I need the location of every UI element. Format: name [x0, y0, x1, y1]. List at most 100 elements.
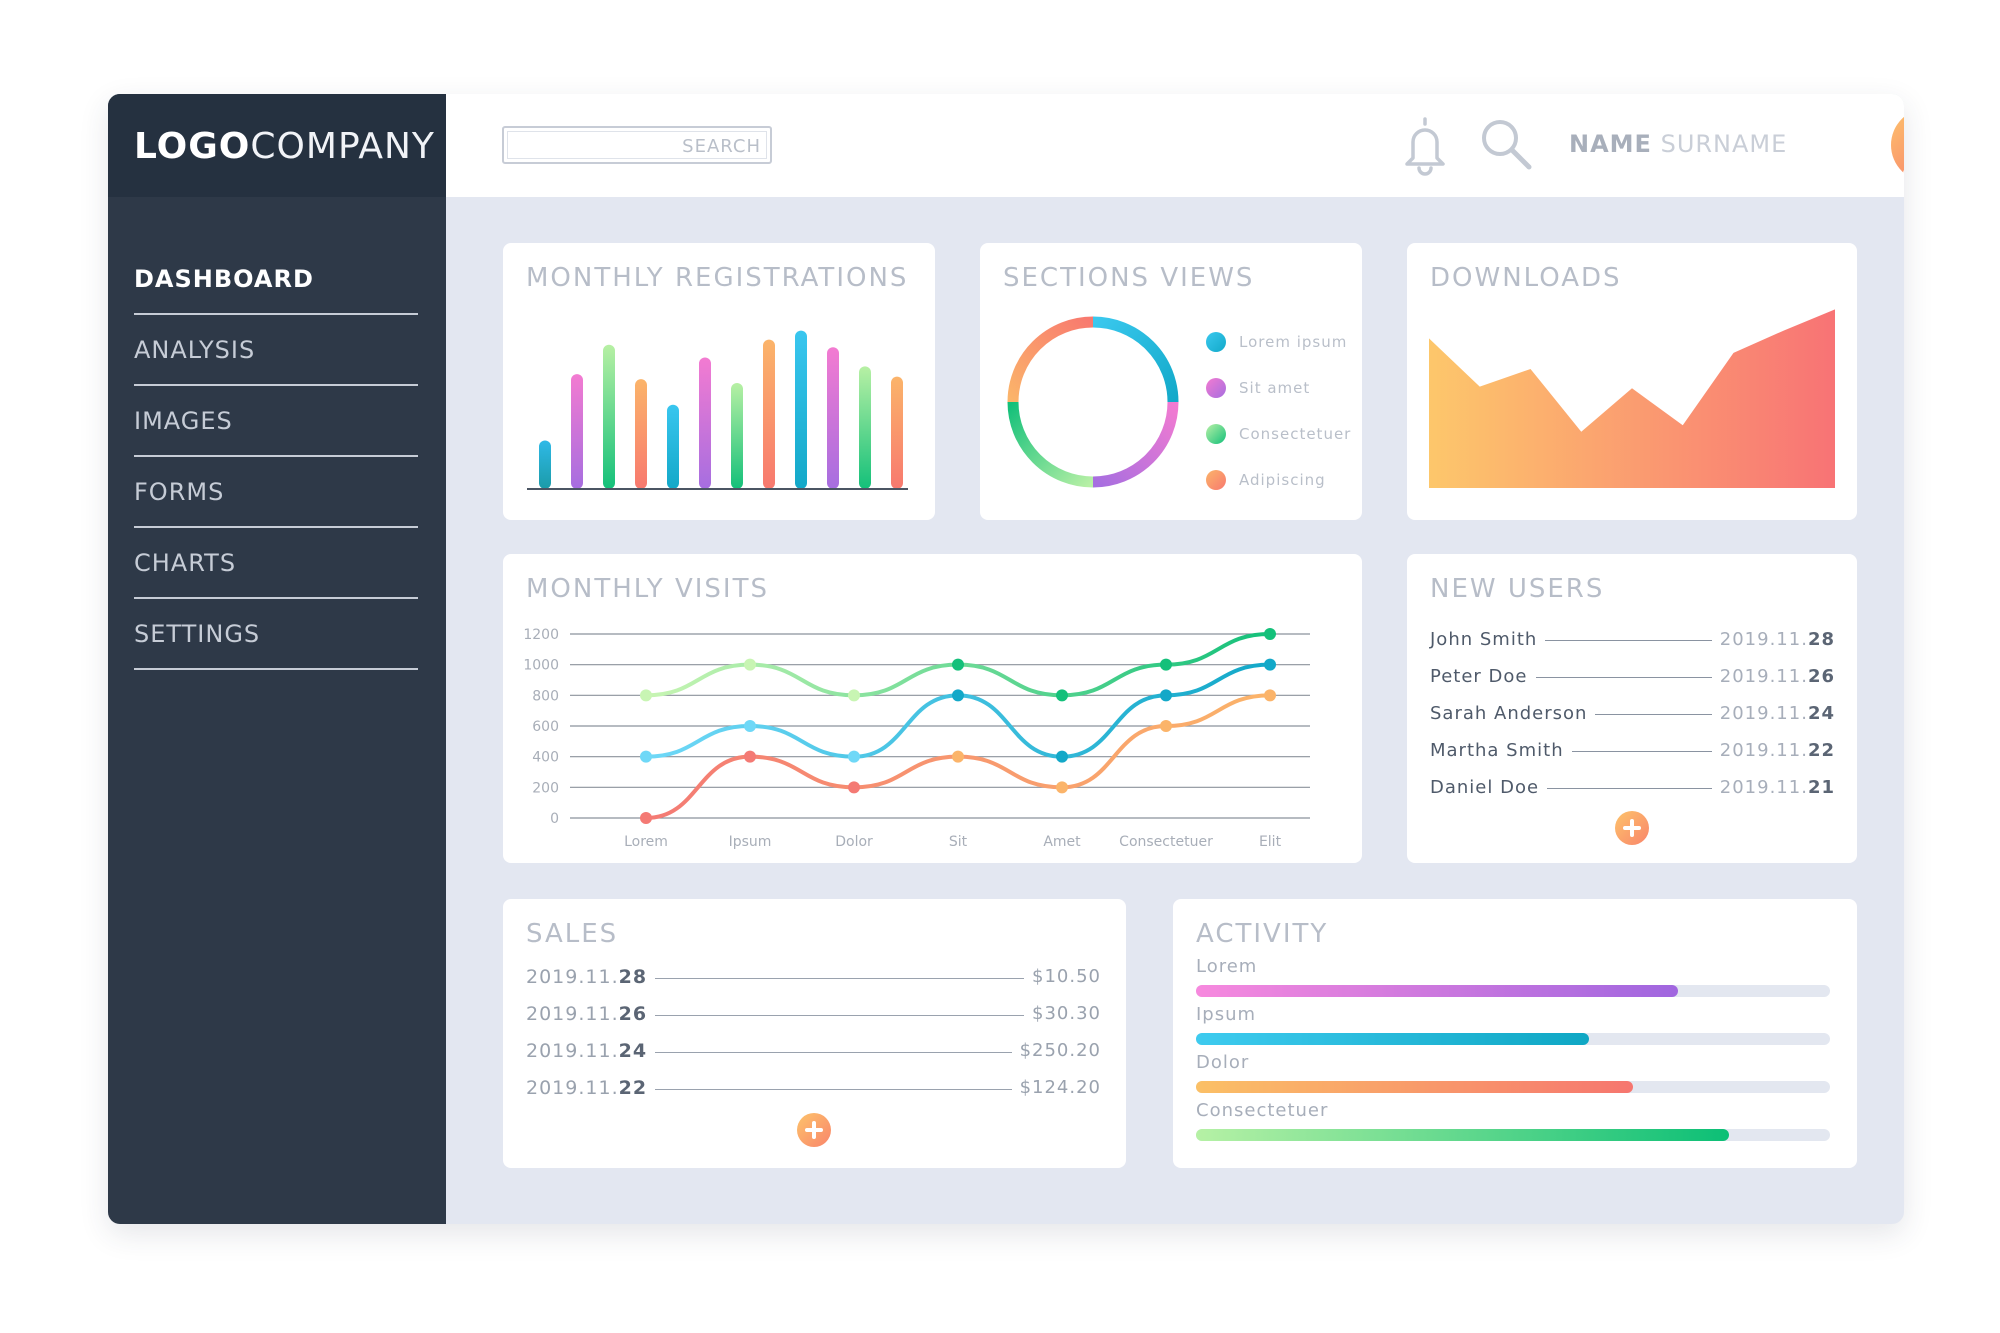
user-name[interactable]: NAME SURNAME: [1569, 130, 1787, 158]
registrations-bar-chart: [527, 330, 908, 490]
date-day: 28: [1807, 629, 1835, 650]
date-prefix: 2019.11.: [526, 1003, 619, 1025]
sidebar-item-dashboard[interactable]: DASHBOARD: [134, 244, 418, 315]
sales-row[interactable]: 2019.11.28 $10.50: [526, 966, 1101, 996]
visits-data-point[interactable]: [1264, 628, 1276, 640]
sales-row[interactable]: 2019.11.24 $250.20: [526, 1040, 1101, 1070]
donut-segment[interactable]: [1007, 316, 1094, 403]
visits-data-point[interactable]: [640, 689, 652, 702]
activity-track: [1196, 1033, 1830, 1045]
sales-row[interactable]: 2019.11.26 $30.30: [526, 1003, 1101, 1033]
registration-bar[interactable]: [699, 357, 711, 489]
registration-bar[interactable]: [827, 347, 839, 489]
legend-item[interactable]: Sit amet: [1206, 365, 1351, 411]
sidebar-item-analysis[interactable]: ANALYSIS: [134, 315, 418, 386]
legend-item[interactable]: Lorem ipsum: [1206, 319, 1351, 365]
row-divider: [1430, 714, 1835, 715]
legend-item[interactable]: Adipiscing: [1206, 457, 1351, 503]
donut-segment[interactable]: [1092, 401, 1179, 488]
y-tick-label: 0: [550, 811, 559, 827]
y-tick-label: 200: [532, 780, 559, 796]
date-prefix: 2019.11.: [1719, 740, 1808, 761]
sidebar-item-settings[interactable]: SETTINGS: [134, 599, 418, 670]
registration-bar[interactable]: [859, 366, 871, 489]
user-row[interactable]: Peter Doe 2019.11.26: [1430, 666, 1835, 696]
card-downloads: DOWNLOADS: [1407, 243, 1857, 520]
legend-item[interactable]: Consectetuer: [1206, 411, 1351, 457]
row-divider: [526, 1089, 1101, 1090]
sales-row[interactable]: 2019.11.22 $124.20: [526, 1077, 1101, 1107]
card-monthly-visits: MONTHLY VISITS 1200 1000 800 600 400 200 0 Lor…: [503, 554, 1362, 863]
registration-bar[interactable]: [635, 379, 647, 489]
user-surname: SURNAME: [1660, 130, 1788, 158]
card-title: DOWNLOADS: [1430, 263, 1622, 293]
avatar[interactable]: [1890, 107, 1904, 183]
registration-bar[interactable]: [731, 383, 743, 489]
activity-label: Consectetuer: [1196, 1100, 1329, 1121]
donut-segment[interactable]: [1092, 316, 1179, 403]
registration-bar[interactable]: [763, 339, 775, 489]
visits-data-point[interactable]: [1160, 658, 1172, 671]
registration-bar[interactable]: [891, 376, 903, 489]
visits-data-point[interactable]: [952, 658, 964, 671]
visits-data-point[interactable]: [848, 750, 860, 763]
visits-data-point[interactable]: [744, 750, 756, 763]
sale-amount: $10.50: [1024, 966, 1101, 987]
sidebar-item-charts[interactable]: CHARTS: [134, 528, 418, 599]
add-user-button[interactable]: [1615, 811, 1649, 845]
sidebar-item-images[interactable]: IMAGES: [134, 386, 418, 457]
visits-data-point[interactable]: [1264, 689, 1276, 702]
sale-date: 2019.11.22: [526, 1077, 656, 1099]
visits-data-point[interactable]: [848, 689, 860, 702]
user-date: 2019.11.24: [1711, 703, 1835, 724]
visits-data-point[interactable]: [1056, 781, 1068, 794]
user-name: Sarah Anderson: [1430, 703, 1596, 724]
visits-data-point[interactable]: [952, 689, 964, 702]
search-input[interactable]: SEARCH: [502, 126, 772, 164]
user-row[interactable]: Daniel Doe 2019.11.21: [1430, 777, 1835, 807]
registration-bar[interactable]: [539, 440, 551, 489]
top-header: SEARCH NAME SURNAME: [446, 94, 1904, 197]
activity-bar-fill: [1196, 1081, 1634, 1093]
visits-data-point[interactable]: [1160, 689, 1172, 702]
row-divider: [1430, 788, 1835, 789]
registration-bar[interactable]: [603, 344, 615, 489]
date-day: 26: [618, 1003, 648, 1025]
registration-bar[interactable]: [667, 404, 679, 489]
user-row[interactable]: John Smith 2019.11.28: [1430, 629, 1835, 659]
visits-data-point[interactable]: [1056, 689, 1068, 702]
sale-amount: $250.20: [1011, 1040, 1101, 1061]
date-prefix: 2019.11.: [526, 1040, 619, 1062]
visits-data-point[interactable]: [640, 750, 652, 763]
logo-bar: LOGOCOMPANY: [108, 94, 446, 197]
bell-icon[interactable]: [1399, 114, 1451, 176]
logo-bold: LOGO: [134, 126, 251, 167]
activity-bar-fill: [1196, 985, 1678, 997]
visits-data-point[interactable]: [744, 720, 756, 732]
visits-data-point[interactable]: [640, 812, 652, 824]
visits-series-line[interactable]: [644, 662, 1272, 759]
x-tick-label: Lorem: [624, 834, 668, 850]
add-sale-button[interactable]: [797, 1113, 831, 1147]
visits-data-point[interactable]: [848, 781, 860, 794]
card-sales: SALES 2019.11.28 $10.50 2019.11.26 $30.30 …: [503, 899, 1126, 1168]
visits-data-point[interactable]: [1264, 658, 1276, 671]
sidebar-item-forms[interactable]: FORMS: [134, 457, 418, 528]
visits-data-point[interactable]: [1056, 750, 1068, 763]
visits-data-point[interactable]: [744, 658, 756, 671]
donut-legend: Lorem ipsum Sit amet Consectetuer Adipis…: [1206, 319, 1351, 503]
user-row[interactable]: Martha Smith 2019.11.22: [1430, 740, 1835, 770]
donut-segment[interactable]: [1007, 401, 1094, 488]
user-row[interactable]: Sarah Anderson 2019.11.24: [1430, 703, 1835, 733]
search-icon[interactable]: [1479, 117, 1535, 173]
row-divider: [1430, 640, 1835, 641]
downloads-area: [1429, 309, 1835, 488]
logo[interactable]: LOGOCOMPANY: [134, 126, 435, 167]
legend-dot: [1206, 378, 1226, 398]
registration-bar[interactable]: [795, 330, 807, 489]
registration-bar[interactable]: [571, 374, 583, 489]
row-divider: [526, 978, 1101, 979]
visits-data-point[interactable]: [1160, 720, 1172, 732]
activity-label: Ipsum: [1196, 1004, 1257, 1025]
visits-data-point[interactable]: [952, 750, 964, 763]
